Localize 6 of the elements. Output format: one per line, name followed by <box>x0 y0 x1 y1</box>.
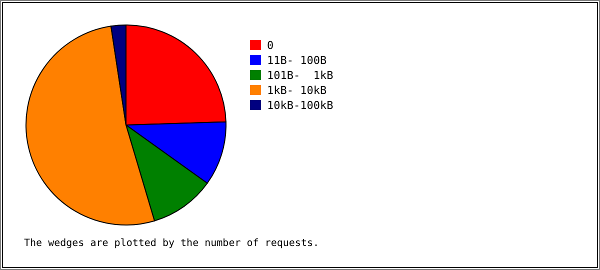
legend-label: 10kB-100kB <box>267 99 334 112</box>
legend-label: 0 <box>267 39 274 52</box>
text: The wedges are plotted by the number of requests. <box>24 238 320 249</box>
legend-label: 1kB- 10kB <box>267 84 327 97</box>
legend-label: 11B- 100B <box>267 54 327 67</box>
legend-label: 101B- 1kB <box>267 69 334 82</box>
